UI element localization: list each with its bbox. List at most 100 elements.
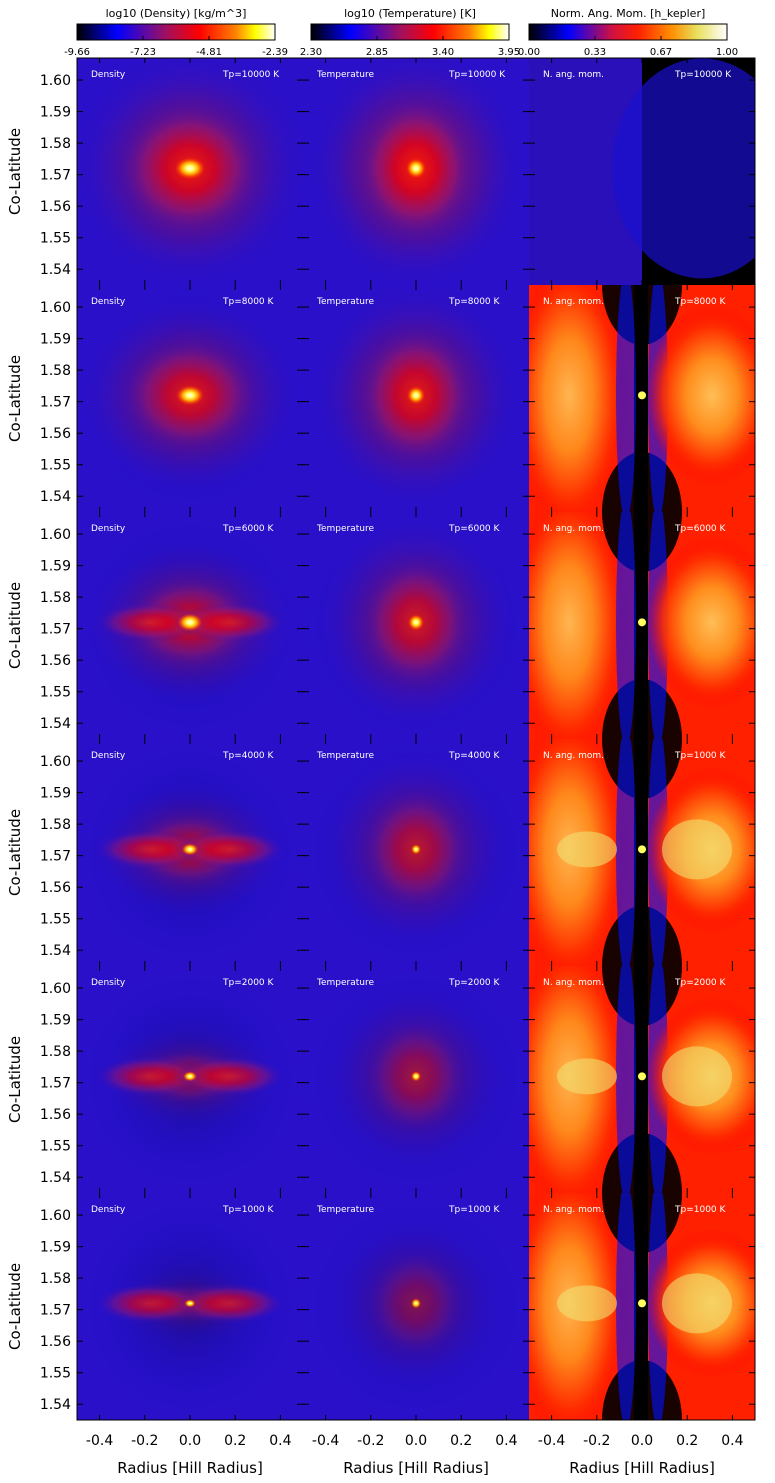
y-tick-label: 1.58 [40, 1044, 71, 1060]
planet-core [411, 1071, 421, 1082]
planet-core [407, 386, 425, 405]
x-tick-label: -0.4 [538, 1433, 565, 1449]
y-tick-label: 1.58 [40, 136, 71, 152]
panel-quantity-label: Temperature [316, 751, 374, 761]
y-axis-label: Co-Latitude [6, 128, 24, 215]
y-tick-label: 1.56 [40, 426, 71, 442]
y-tick-label: 1.55 [40, 1366, 71, 1382]
x-axis-label: Radius [Hill Radius] [343, 1459, 489, 1477]
panel-r5-density: Density Tp=2000 K [77, 966, 303, 1193]
panel-quantity-label: Temperature [316, 70, 374, 80]
x-tick-label: 0.4 [721, 1433, 743, 1449]
planet-core [638, 1072, 646, 1081]
colorbar-tick-label: -7.23 [130, 47, 156, 58]
colorbar-tick-label: -4.81 [196, 47, 222, 58]
y-tick-label: 1.56 [40, 199, 71, 215]
planet-core [411, 844, 421, 855]
y-tick-label: 1.57 [40, 168, 71, 184]
y-tick-label: 1.54 [40, 943, 71, 959]
colorbar-temperature: log10 (Temperature) [K] 2.30 2.85 3.40 3.95 [300, 7, 520, 58]
x-tick-label: 0.0 [405, 1433, 427, 1449]
panel-r1-temperature: Temperature Tp=10000 K [303, 58, 529, 285]
y-tick-label: 1.59 [40, 105, 71, 121]
panel-quantity-label: N. ang. mom. [543, 1205, 604, 1215]
planet-core [181, 843, 199, 856]
planet-core [408, 614, 424, 631]
x-tick-label: -0.4 [312, 1433, 339, 1449]
y-tick-label: 1.54 [40, 262, 71, 278]
y-tick-label: 1.54 [40, 489, 71, 505]
axes: 1.54 1.55 1.56 1.57 1.58 1.59 1.60 Co-Latitude 1… [6, 57, 756, 1477]
panel-tp-label: Tp=10000 K [448, 70, 506, 80]
y-tick-label: 1.59 [40, 786, 71, 802]
y-tick-label: 1.56 [40, 1334, 71, 1350]
planet-core [638, 391, 646, 400]
colorbar-tick-label: -9.66 [64, 47, 90, 58]
y-tick-label: 1.54 [40, 716, 71, 732]
panel-frame [76, 57, 756, 1421]
panel-r6-temperature: Temperature Tp=1000 K [303, 1193, 529, 1420]
panel-tp-label: Tp=2000 K [222, 978, 275, 988]
panel-grid: Density Tp=10000 K Temperature Tp=10000 K N.… [77, 58, 755, 1420]
panel-r4-angmom: N. ang. mom. Tp=1000 K [529, 739, 755, 966]
panel-quantity-label: Density [91, 1205, 126, 1215]
panel-tp-label: Tp=2000 K [448, 978, 501, 988]
y-tick-label: 1.57 [40, 849, 71, 865]
x-tick-label: -0.2 [583, 1433, 610, 1449]
x-tick-label: 0.4 [269, 1433, 291, 1449]
y-axis-label: Co-Latitude [6, 582, 24, 669]
colorbar-gradient [528, 23, 728, 41]
planet-core [177, 613, 203, 632]
panel-tp-label: Tp=4000 K [222, 751, 275, 761]
colorbar-tick-label: 0.67 [650, 47, 672, 58]
panel-quantity-label: Density [91, 297, 126, 307]
planet-core [184, 1299, 196, 1308]
colorbar-title: Norm. Ang. Mom. [h_kepler] [551, 7, 706, 20]
y-tick-label: 1.55 [40, 1139, 71, 1155]
colorbar-tick-label: -2.39 [262, 47, 288, 58]
colorbar-title: log10 (Temperature) [K] [344, 7, 476, 20]
y-tick-label: 1.55 [40, 912, 71, 928]
colorbar-tick-label: 0.00 [518, 47, 540, 58]
panel-quantity-label: Density [91, 70, 126, 80]
colorbar-tick-label: 2.85 [366, 47, 388, 58]
panel-quantity-label: Temperature [316, 978, 374, 988]
y-axis-label: Co-Latitude [6, 809, 24, 896]
y-tick-label: 1.56 [40, 653, 71, 669]
panel-r6-angmom: N. ang. mom. Tp=1000 K [529, 1193, 755, 1420]
planet-core [174, 157, 206, 180]
y-axis-label: Co-Latitude [6, 1263, 24, 1350]
panel-quantity-label: Temperature [316, 524, 374, 534]
y-tick-label: 1.60 [40, 527, 71, 543]
y-tick-label: 1.57 [40, 1076, 71, 1092]
x-tick-label: 0.0 [631, 1433, 653, 1449]
panel-quantity-label: Temperature [316, 297, 374, 307]
panel-tp-label: Tp=1000 K [674, 751, 727, 761]
y-tick-label: 1.60 [40, 73, 71, 89]
panel-tp-label: Tp=4000 K [448, 751, 501, 761]
panel-quantity-label: N. ang. mom. [543, 70, 604, 80]
y-tick-label: 1.58 [40, 363, 71, 379]
y-tick-label: 1.59 [40, 559, 71, 575]
panel-tp-label: Tp=10000 K [222, 70, 280, 80]
colorbar-tick-label: 3.95 [498, 47, 520, 58]
y-tick-label: 1.56 [40, 880, 71, 896]
planet-core [183, 1071, 197, 1082]
panel-quantity-label: Density [91, 524, 126, 534]
y-tick-label: 1.60 [40, 981, 71, 997]
y-tick-label: 1.58 [40, 817, 71, 833]
panel-tp-label: Tp=8000 K [222, 297, 275, 307]
panel-tp-label: Tp=1000 K [674, 1205, 727, 1215]
y-tick-label: 1.54 [40, 1170, 71, 1186]
panel-tp-label: Tp=8000 K [674, 297, 727, 307]
y-tick-label: 1.54 [40, 1397, 71, 1413]
panel-r4-temperature: Temperature Tp=4000 K [303, 739, 529, 966]
panel-tp-label: Tp=1000 K [448, 1205, 501, 1215]
colorbar-tick-label: 1.00 [716, 47, 738, 58]
x-tick-label: 0.4 [495, 1433, 517, 1449]
x-axis-label: Radius [Hill Radius] [117, 1459, 263, 1477]
panel-quantity-label: N. ang. mom. [543, 297, 604, 307]
y-tick-label: 1.57 [40, 622, 71, 638]
y-tick-label: 1.59 [40, 1240, 71, 1256]
y-tick-label: 1.55 [40, 685, 71, 701]
